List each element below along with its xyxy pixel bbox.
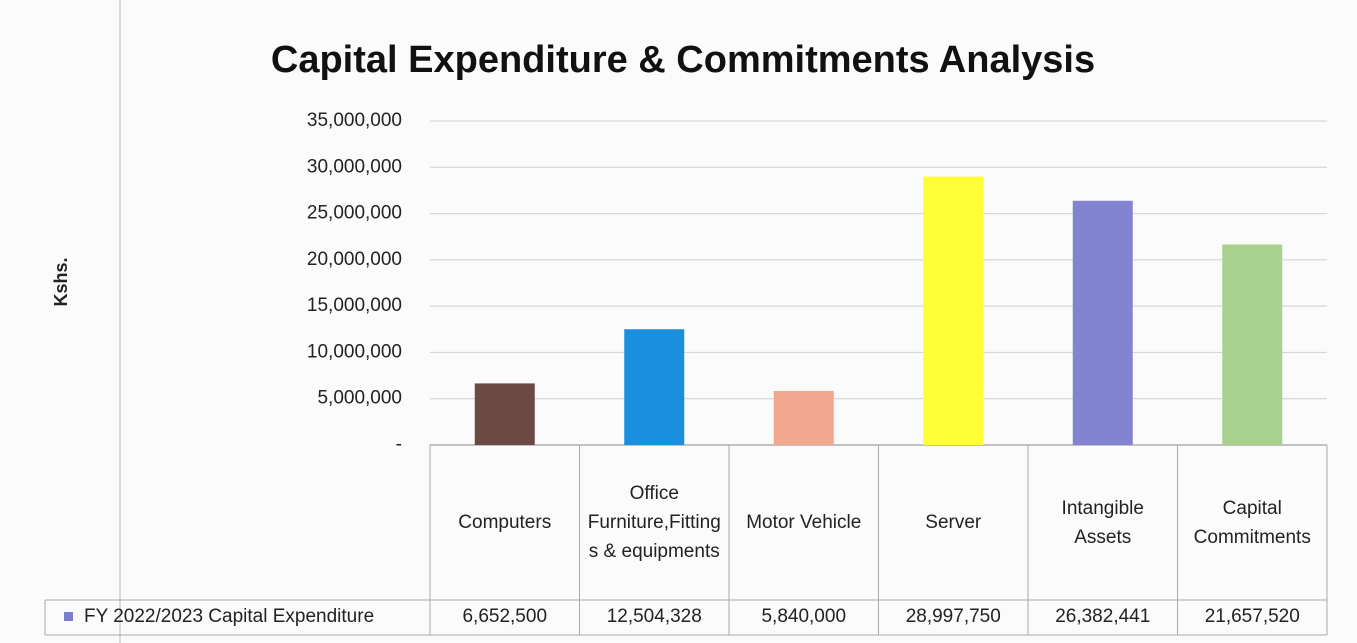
legend-swatch [64, 612, 73, 621]
data-label: 28,997,750 [906, 606, 1001, 627]
data-label: 26,382,441 [1055, 606, 1150, 627]
x-tick-label: Computers [458, 512, 552, 533]
y-tick-label: 35,000,000 [307, 110, 402, 131]
y-tick-label: 20,000,000 [307, 249, 402, 270]
y-tick-label: 15,000,000 [307, 295, 402, 316]
y-axis-label: Kshs. [51, 257, 71, 306]
bar [1222, 244, 1283, 445]
bar [923, 176, 984, 445]
y-tick-label: 25,000,000 [307, 203, 402, 224]
x-tick-label: Office Furniture,Fittings & equipments [587, 483, 721, 562]
data-label: 5,840,000 [761, 606, 846, 627]
data-label: 12,504,328 [607, 606, 702, 627]
data-label: 6,652,500 [462, 606, 547, 627]
x-tick-cell: Office Furniture,Fittings & equipments [587, 483, 721, 562]
x-tick-cell: Capital Commitments [1193, 497, 1311, 548]
x-tick-label: Intangible Assets [1061, 497, 1144, 548]
x-tick-cell: Server [925, 512, 982, 533]
legend-label: FY 2022/2023 Capital Expenditure [84, 606, 374, 627]
x-tick-label: Server [925, 512, 982, 533]
bar [624, 329, 685, 445]
x-tick-cell: Motor Vehicle [746, 512, 862, 533]
y-tick-label: 30,000,000 [307, 156, 402, 177]
bar [474, 383, 535, 445]
y-tick-label: 10,000,000 [307, 341, 402, 362]
y-tick-label: 5,000,000 [317, 388, 402, 409]
y-tick-label: - [396, 434, 402, 455]
x-tick-cell: Intangible Assets [1061, 497, 1144, 548]
x-tick-cell: Computers [458, 512, 552, 533]
data-label: 21,657,520 [1205, 606, 1300, 627]
bar [1072, 200, 1133, 445]
bar [773, 390, 834, 445]
x-tick-label: Capital Commitments [1193, 497, 1311, 548]
x-tick-label: Motor Vehicle [746, 512, 862, 533]
chart-title: Capital Expenditure & Commitments Analys… [271, 39, 1095, 81]
